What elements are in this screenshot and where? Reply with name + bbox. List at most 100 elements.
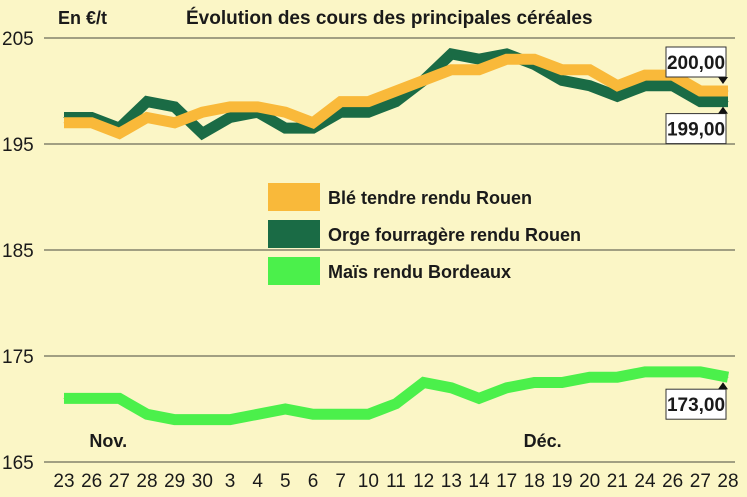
x-tick-label: 6 xyxy=(308,471,319,492)
titles: En €/t Évolution des cours des principal… xyxy=(58,7,593,29)
x-tick-label: 27 xyxy=(690,471,711,492)
data-point xyxy=(229,419,231,421)
data-point xyxy=(727,376,729,378)
data-point xyxy=(727,101,729,103)
data-point xyxy=(146,117,148,118)
legend-swatch xyxy=(268,257,320,285)
data-point xyxy=(229,117,231,118)
legend-swatch xyxy=(268,183,320,211)
data-point xyxy=(478,58,480,60)
callout-value: 199,00 xyxy=(667,120,725,141)
data-point xyxy=(616,95,618,97)
data-point xyxy=(229,106,231,108)
y-tick-label: 175 xyxy=(2,347,34,368)
data-point xyxy=(201,419,203,421)
data-point xyxy=(63,397,65,399)
x-tick-label: 29 xyxy=(164,471,185,492)
y-tick-label: 185 xyxy=(2,241,34,262)
x-tick-label: 14 xyxy=(468,471,490,492)
data-point xyxy=(174,122,176,124)
data-point xyxy=(672,85,674,87)
data-point xyxy=(644,371,646,373)
data-point xyxy=(201,111,203,113)
data-point xyxy=(91,397,93,399)
callout-value: 200,00 xyxy=(667,53,725,74)
callout-box xyxy=(665,46,727,78)
data-point xyxy=(395,90,397,92)
data-point xyxy=(146,413,148,415)
data-point xyxy=(506,58,508,60)
data-point xyxy=(561,79,563,81)
x-tick-label: 26 xyxy=(81,471,102,492)
data-point xyxy=(91,122,93,124)
x-tick-label: 13 xyxy=(441,471,462,492)
callout-value: 173,00 xyxy=(667,395,725,416)
data-point xyxy=(699,90,701,92)
data-point xyxy=(672,371,674,373)
x-tick-label: 20 xyxy=(579,471,600,492)
x-tick-label: 4 xyxy=(252,471,263,492)
data-point xyxy=(312,122,314,124)
series-layer xyxy=(63,47,730,426)
data-point xyxy=(367,413,369,415)
callout-pointer xyxy=(718,382,728,390)
data-point xyxy=(727,90,729,92)
data-point xyxy=(340,101,342,103)
data-point xyxy=(146,101,148,103)
data-point xyxy=(450,69,452,71)
data-point xyxy=(561,382,563,383)
data-point xyxy=(589,69,591,71)
callout-pointer xyxy=(718,77,728,84)
x-tick-label: 30 xyxy=(192,471,213,492)
data-point xyxy=(395,101,397,103)
y-tick-label: 165 xyxy=(2,453,34,474)
x-tick-label: 5 xyxy=(280,471,291,492)
x-tick-label: 17 xyxy=(496,471,517,492)
x-tick-label: 19 xyxy=(551,471,572,492)
data-point xyxy=(174,106,176,108)
x-tick-label: 24 xyxy=(634,471,656,492)
data-point xyxy=(616,85,618,87)
legend: Blé tendre rendu Rouen Orge fourragère re… xyxy=(268,183,581,285)
data-point xyxy=(423,382,425,383)
legend-label: Blé tendre rendu Rouen xyxy=(328,188,532,208)
data-point xyxy=(478,69,480,71)
data-point xyxy=(174,419,176,421)
data-point xyxy=(340,413,342,415)
data-point xyxy=(340,111,342,113)
x-tick-label: 26 xyxy=(662,471,683,492)
x-tick-label: 12 xyxy=(413,471,434,492)
month-label: Déc. xyxy=(524,431,562,451)
data-point xyxy=(589,376,591,378)
data-point xyxy=(63,122,65,124)
data-point xyxy=(118,397,120,399)
data-point xyxy=(644,74,646,76)
data-point xyxy=(257,413,259,415)
data-point xyxy=(506,387,508,389)
data-point xyxy=(561,69,563,71)
x-tick-label: 27 xyxy=(109,471,130,492)
data-point xyxy=(533,58,535,60)
data-point xyxy=(616,376,618,378)
x-tick-label: 21 xyxy=(607,471,628,492)
callout-box xyxy=(665,388,727,420)
data-point xyxy=(284,408,286,410)
data-point xyxy=(118,132,120,134)
data-point xyxy=(450,387,452,389)
callout-box xyxy=(665,113,727,145)
chart-title: Évolution des cours des principales céré… xyxy=(186,7,593,29)
legend-label: Orge fourragère rendu Rouen xyxy=(328,225,581,245)
value-callouts: 200,00 199,00 173,00 xyxy=(665,46,728,420)
grid-lines xyxy=(44,37,735,463)
data-point xyxy=(367,111,369,113)
callout-pointer xyxy=(718,106,728,114)
x-tick-label: 28 xyxy=(717,471,738,492)
month-label: Nov. xyxy=(89,431,127,451)
y-tick-label: 205 xyxy=(2,29,34,50)
x-tick-label: 3 xyxy=(225,471,236,492)
data-point xyxy=(257,106,259,108)
x-tick-label: 28 xyxy=(136,471,157,492)
data-point xyxy=(478,397,480,399)
data-point xyxy=(312,413,314,415)
